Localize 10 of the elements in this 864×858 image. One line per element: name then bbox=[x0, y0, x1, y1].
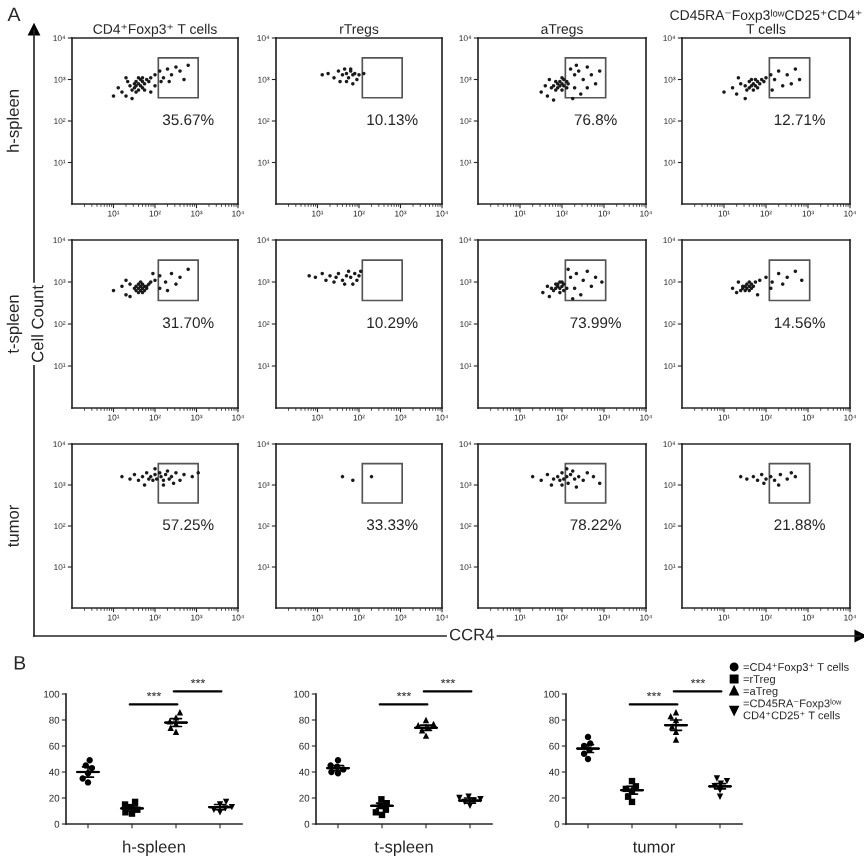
text: A bbox=[7, 7, 21, 22]
x-axis-title: t-spleen bbox=[374, 840, 433, 856]
chart-title: B bbox=[14, 656, 26, 670]
y-axis-title: t-spleen bbox=[6, 295, 23, 354]
x-axis-title: h-spleen bbox=[123, 840, 185, 856]
x-axis-title: tumor bbox=[632, 841, 676, 853]
y-axis-title: tumor bbox=[7, 504, 19, 548]
text: Cell Count bbox=[31, 285, 44, 362]
text: CCR4 bbox=[449, 628, 494, 641]
y-axis-title: h-spleen bbox=[6, 90, 23, 152]
